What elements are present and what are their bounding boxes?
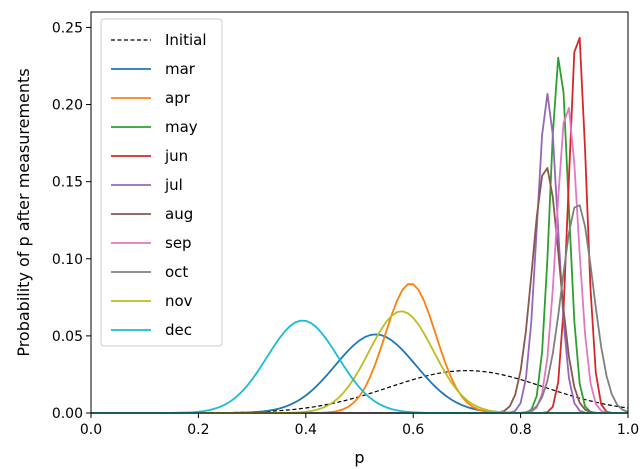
legend-label-jun: jun <box>164 147 188 165</box>
legend-label-nov: nov <box>165 292 193 310</box>
axis-ticks: 0.0 0.2 0.4 0.6 0.8 1.0 0.00 0.05 0.10 0.15 0.20 0.… <box>52 20 639 438</box>
y-tick-label: 0.20 <box>52 98 83 114</box>
legend: Initial mar apr may jun jul aug sep oct nov dec <box>100 18 223 347</box>
y-axis-label: Probability of p after measurements <box>14 68 33 356</box>
y-tick-label: 0.05 <box>52 329 83 345</box>
legend-label-oct: oct <box>165 263 188 281</box>
x-axis-label: p <box>354 448 364 467</box>
legend-label-aug: aug <box>165 205 193 223</box>
legend-label-sep: sep <box>165 234 192 252</box>
legend-label-initial: Initial <box>165 31 207 49</box>
y-tick-label: 0.10 <box>52 252 83 268</box>
legend-label-may: may <box>165 118 198 136</box>
legend-label-mar: mar <box>165 60 196 78</box>
x-tick-label: 0.2 <box>187 422 209 438</box>
y-tick-label: 0.15 <box>52 175 83 191</box>
plot-frame <box>90 11 629 414</box>
x-tick-label: 0.4 <box>295 422 317 438</box>
legend-box <box>100 18 223 347</box>
y-tick-label: 0.00 <box>52 406 83 422</box>
x-tick-label: 0.0 <box>80 422 102 438</box>
legend-label-apr: apr <box>165 89 191 107</box>
legend-label-dec: dec <box>165 321 192 339</box>
x-tick-label: 1.0 <box>617 422 639 438</box>
x-tick-label: 0.6 <box>402 422 424 438</box>
y-tick-label: 0.25 <box>52 20 83 36</box>
x-tick-label: 0.8 <box>509 422 531 438</box>
legend-label-jul: jul <box>164 176 183 194</box>
